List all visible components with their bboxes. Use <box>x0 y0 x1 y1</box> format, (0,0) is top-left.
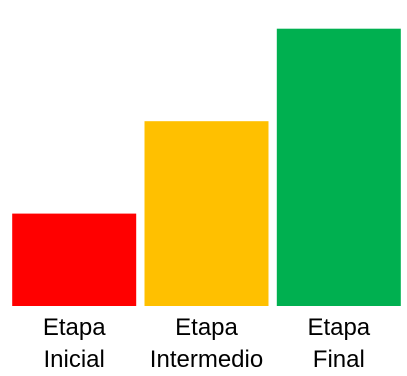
category-label-etapa-final: Etapa Final <box>269 312 407 376</box>
bar-etapa-final <box>276 28 401 306</box>
category-label-etapa-intermedio-line-2: Intermedio <box>149 346 264 373</box>
category-label-etapa-intermedio: Etapa Intermedio <box>137 312 277 376</box>
category-label-etapa-final-line-2: Final <box>312 346 365 373</box>
bar-etapa-inicial <box>12 213 137 306</box>
category-label-etapa-intermedio-line-1: Etapa <box>175 314 238 341</box>
bar-etapa-intermedio <box>144 121 269 306</box>
category-label-etapa-inicial-line-2: Inicial <box>43 346 105 373</box>
category-label-etapa-final-line-1: Etapa <box>307 314 371 341</box>
category-label-etapa-inicial: Etapa Inicial <box>4 312 144 376</box>
category-label-etapa-inicial-line-1: Etapa <box>42 314 106 341</box>
